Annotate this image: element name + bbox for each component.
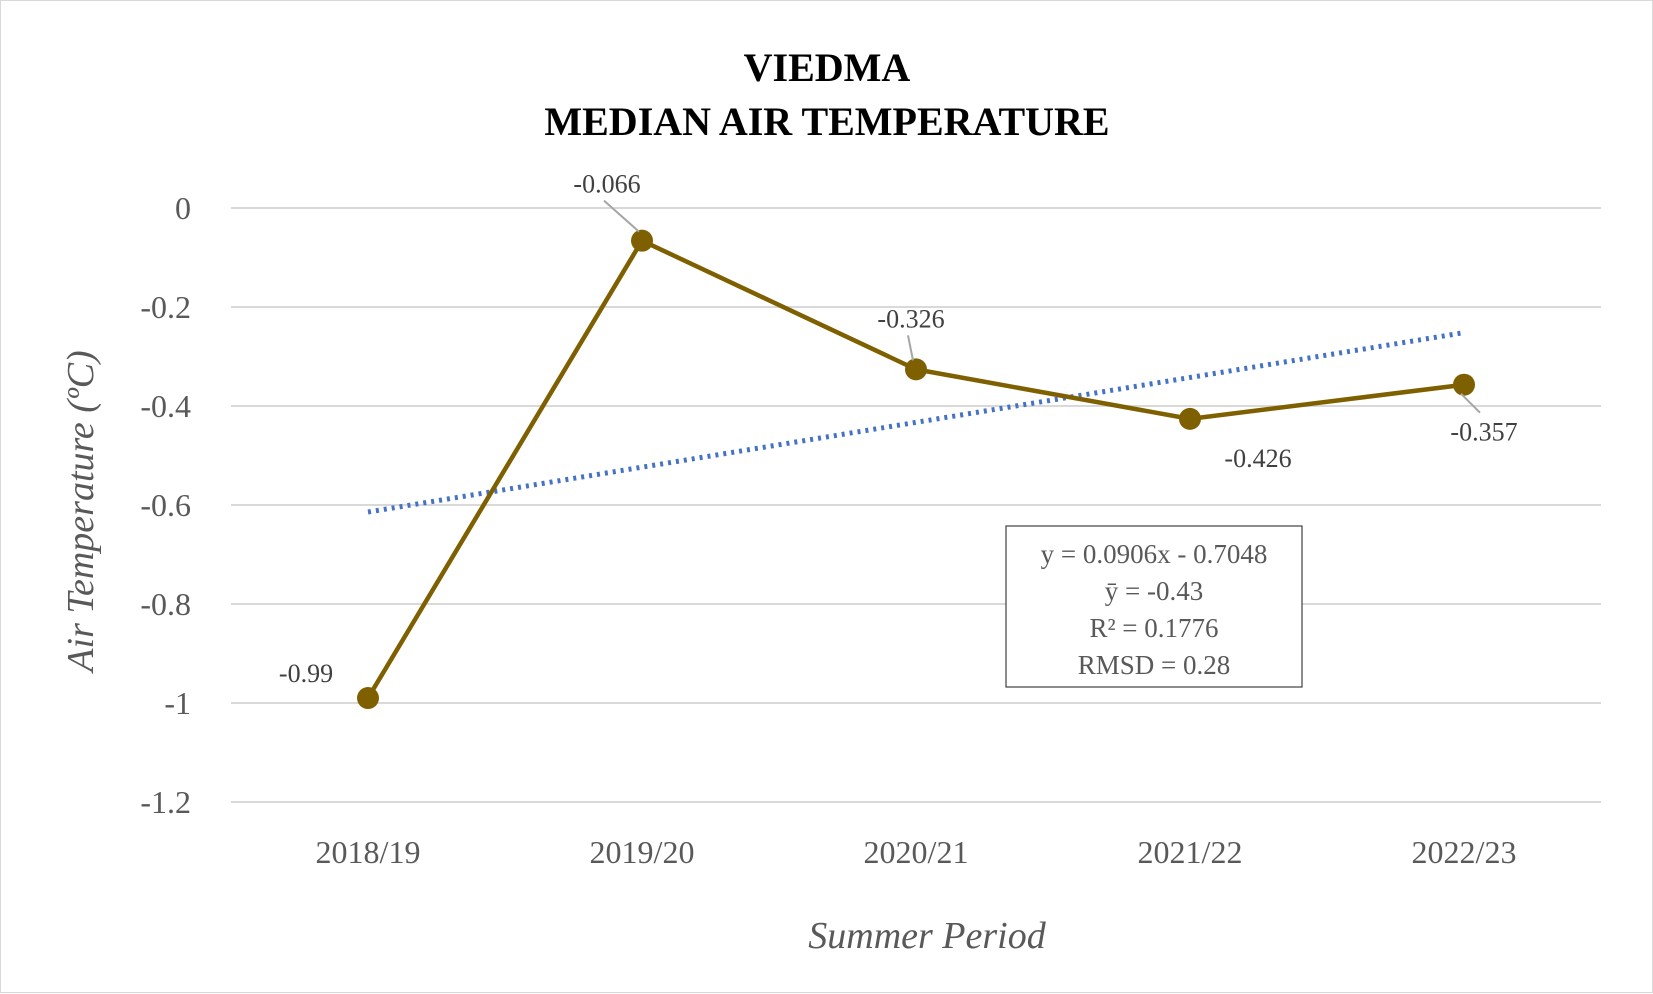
data-label: -0.99 [279,659,333,688]
stats-rmsd: RMSD = 0.28 [1078,650,1231,680]
data-point [1179,407,1201,430]
data-point [357,687,379,710]
x-axis-ticks: 2018/19 2019/20 2020/21 2021/22 2022/23 [316,834,1517,870]
stats-box-border [1005,525,1303,688]
data-labels-group: -0.99 -0.066 -0.326 -0.426 -0.357 [279,170,1518,688]
chart-title-line-1: VIEDMA [744,45,911,90]
stats-r-squared: R² = 0.1776 [1089,613,1218,643]
y-axis-title: Air Temperature (ºC) [60,350,102,674]
data-point [631,229,653,252]
series-group [357,229,1475,710]
data-point [1453,373,1475,396]
y-tick-label: -0.6 [140,487,191,523]
data-point [905,358,927,381]
data-label-leader [907,335,914,361]
y-tick-label: 0 [175,190,191,226]
x-axis-title: Summer Period [808,915,1046,957]
data-label-leader [1460,393,1481,414]
x-tick-label: 2018/19 [316,834,421,870]
chart-title-line-2: MEDIAN AIR TEMPERATURE [544,99,1109,144]
trendline [367,330,1465,515]
trendline-group [367,330,1465,515]
data-label: -0.426 [1224,444,1291,473]
x-tick-label: 2022/23 [1412,834,1517,870]
gridlines [231,207,1601,803]
data-label-leader [603,199,640,233]
data-label: -0.326 [877,304,944,333]
x-tick-label: 2019/20 [590,834,695,870]
y-tick-label: -1 [164,685,191,721]
y-tick-label: -0.2 [140,289,191,325]
stats-box: y = 0.0906x - 0.7048 ȳ = -0.43 R² = 0.17… [1005,525,1303,688]
y-tick-label: -0.8 [140,586,191,622]
stats-equation: y = 0.0906x - 0.7048 [1041,539,1268,569]
stats-mean: ȳ = -0.43 [1105,576,1203,606]
data-label: -0.066 [573,170,640,199]
y-axis-ticks: 0 -0.2 -0.4 -0.6 -0.8 -1 -1.2 [140,190,191,820]
x-tick-label: 2020/21 [864,834,969,870]
y-tick-label: -0.4 [140,388,191,424]
y-tick-label: -1.2 [140,784,191,820]
x-tick-label: 2021/22 [1138,834,1243,870]
data-label: -0.357 [1450,418,1517,447]
